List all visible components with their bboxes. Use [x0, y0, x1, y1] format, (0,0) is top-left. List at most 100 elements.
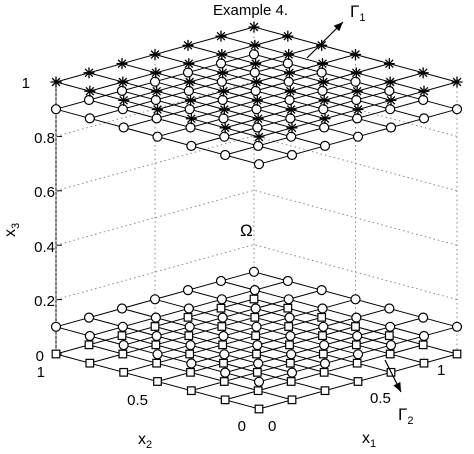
marker-circle-0-5: [84, 113, 95, 124]
marker-circle-2-0: [319, 358, 331, 369]
marker-square-3-3: [252, 349, 261, 359]
marker-asterisk-1-5: [117, 76, 129, 88]
marker-asterisk-1-3: [185, 94, 196, 106]
marker-circle-6-5: [282, 275, 293, 287]
marker-asterisk-5-3: [317, 58, 328, 70]
marker-square-4-3: [285, 340, 294, 350]
marker-circle-2-6: [116, 85, 128, 96]
marker-circle-4-0: [385, 122, 397, 133]
marker-circle-3-4: [217, 94, 228, 106]
marker-square-5-6: [216, 303, 226, 313]
marker-asterisk-4-1: [351, 85, 363, 97]
marker-circle-1-2: [219, 131, 230, 142]
marker-circle-4-6: [182, 285, 194, 296]
marker-asterisk-3-4: [217, 67, 229, 79]
marker-circle-5-0: [418, 113, 430, 124]
marker-circle-2-5: [150, 312, 161, 323]
marker-circle-0-6: [50, 321, 62, 332]
marker-circle-6-0: [451, 104, 463, 115]
marker-circle-5-3: [317, 85, 328, 96]
marker-circle-2-3: [218, 330, 229, 342]
marker-square-5-4: [284, 322, 294, 331]
marker-asterisk-1-2: [218, 104, 230, 115]
marker-circle-0-5: [84, 330, 95, 342]
gamma2-arrow-head: [393, 382, 401, 392]
marker-circle-5-1: [385, 321, 396, 332]
marker-circle-2-5: [150, 94, 161, 106]
x2-axis-label: x2: [138, 431, 152, 451]
marker-square-3-2: [285, 358, 295, 368]
marker-square-6-5: [283, 303, 293, 313]
point-layers: [50, 21, 463, 414]
marker-asterisk-0-4: [118, 94, 130, 106]
marker-asterisk-3-3: [251, 76, 262, 88]
marker-circle-2-6: [116, 303, 128, 314]
marker-circle-1-0: [286, 367, 298, 378]
marker-square-4-4: [251, 331, 261, 341]
marker-asterisk-6-4: [316, 39, 328, 51]
x1-tick-05: 0.5: [370, 390, 391, 407]
marker-square-5-3: [318, 331, 327, 341]
marker-circle-5-2: [351, 312, 362, 323]
marker-circle-5-6: [215, 58, 227, 69]
marker-asterisk-1-6: [83, 67, 95, 79]
marker-circle-1-3: [185, 122, 196, 133]
x2-tick-1: 1: [37, 364, 45, 381]
marker-square-1-6: [84, 340, 94, 350]
marker-circle-1-1: [253, 358, 264, 369]
marker-square-0-0: [254, 404, 264, 414]
marker-circle-4-6: [182, 67, 194, 78]
marker-circle-6-6: [248, 49, 260, 60]
marker-square-0-4: [119, 367, 129, 377]
marker-asterisk-1-4: [151, 85, 163, 97]
marker-circle-2-4: [184, 321, 195, 332]
marker-circle-5-5: [249, 67, 260, 78]
marker-circle-1-6: [83, 312, 95, 323]
marker-circle-0-1: [220, 367, 231, 378]
marker-square-2-4: [185, 349, 195, 359]
marker-asterisk-1-1: [252, 113, 264, 125]
marker-circle-6-6: [248, 266, 260, 277]
marker-circle-3-4: [217, 312, 228, 323]
marker-asterisk-0-5: [84, 85, 96, 97]
x3-tick-04: 0.4: [34, 239, 55, 256]
marker-asterisk-3-1: [318, 94, 330, 106]
layer-circle-2: [50, 266, 463, 387]
marker-square-1-2: [219, 377, 229, 386]
marker-square-0-2: [186, 386, 196, 396]
marker-circle-5-3: [317, 303, 328, 314]
grid-lines: [55, 27, 458, 354]
marker-square-5-1: [385, 349, 395, 359]
marker-circle-6-2: [384, 303, 395, 314]
x1-tick-1: 1: [437, 362, 445, 379]
marker-circle-6-4: [316, 285, 327, 296]
marker-square-5-0: [419, 358, 429, 368]
marker-asterisk-5-4: [283, 49, 295, 60]
marker-circle-4-3: [284, 312, 295, 323]
marker-circle-1-5: [117, 104, 128, 115]
marker-square-1-1: [253, 386, 263, 396]
marker-circle-4-5: [216, 294, 227, 305]
marker-circle-2-1: [286, 349, 297, 360]
marker-square-2-3: [219, 358, 228, 368]
marker-circle-4-1: [352, 113, 363, 124]
marker-circle-2-2: [252, 122, 263, 133]
marker-circle-0-3: [152, 349, 163, 360]
marker-circle-1-4: [151, 113, 162, 124]
marker-square-4-1: [352, 358, 362, 368]
x2-tick-05: 0.5: [127, 392, 148, 409]
marker-circle-3-1: [319, 340, 330, 351]
marker-square-4-2: [318, 349, 328, 359]
marker-circle-1-6: [83, 94, 95, 106]
layer-square-3: [51, 294, 462, 414]
marker-circle-0-2: [186, 358, 197, 369]
marker-circle-3-2: [285, 330, 296, 342]
x3-tick-1: 1: [22, 75, 30, 92]
marker-square-6-2: [384, 331, 394, 341]
marker-asterisk-5-5: [249, 39, 261, 51]
marker-asterisk-4-0: [385, 94, 397, 106]
marker-circle-0-4: [118, 122, 129, 133]
marker-circle-3-6: [149, 76, 161, 87]
marker-circle-1-2: [219, 349, 230, 360]
marker-circle-4-4: [250, 303, 261, 314]
